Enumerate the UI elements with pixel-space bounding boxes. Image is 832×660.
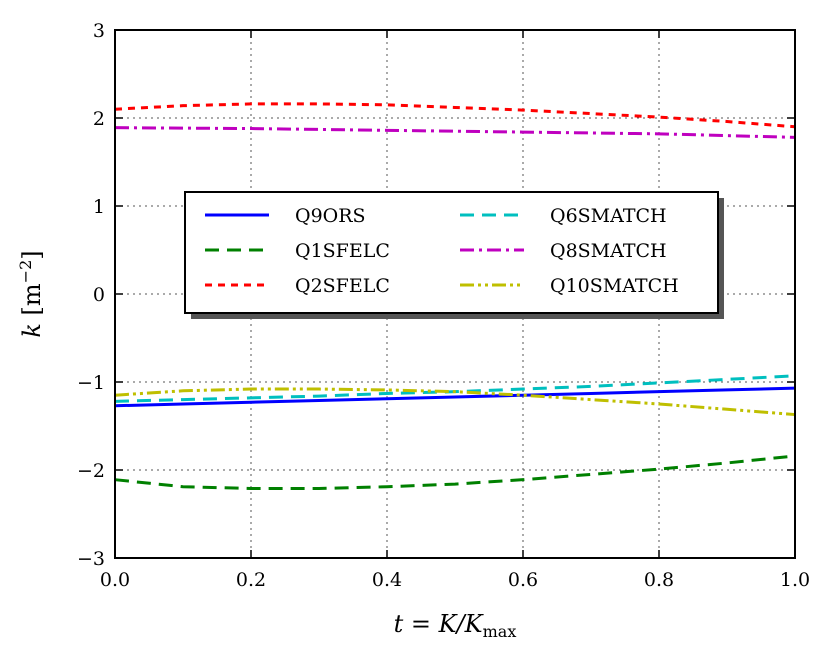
x-axis-label: t = K/Kmax — [394, 610, 517, 641]
series-line-q10smatch — [114, 387, 796, 417]
series-line-q1sfelc — [114, 454, 796, 490]
y-tick-label: −2 — [77, 460, 105, 482]
legend-label: Q9ORS — [295, 205, 366, 227]
legend-label: Q8SMATCH — [550, 240, 667, 262]
x-tick-label: 0.4 — [372, 569, 402, 591]
x-tick-label: 0.8 — [644, 569, 674, 591]
series-line-q2sfelc — [114, 102, 796, 129]
x-tick-label: 0.2 — [236, 569, 266, 591]
series-lines — [114, 102, 796, 490]
x-tick-label: 0.6 — [508, 569, 538, 591]
series-line-q8smatch — [114, 126, 796, 139]
x-tick-label: 1.0 — [780, 569, 810, 591]
y-tick-label: −1 — [77, 372, 105, 394]
legend-label: Q2SFELC — [295, 275, 390, 297]
legend: Q9ORS Q1SFELC Q2SFELC Q6SMATCH Q8SMATCH Q10SM… — [184, 191, 724, 319]
legend-box — [184, 191, 719, 314]
y-tick-label: 2 — [93, 108, 105, 130]
legend-label: Q1SFELC — [295, 240, 390, 262]
y-tick-label: 3 — [93, 20, 105, 42]
y-tick-label: 0 — [93, 284, 105, 306]
y-tick-label: 1 — [93, 196, 105, 218]
x-tick-label: 0.0 — [100, 569, 130, 591]
ticks: 0.0 0.2 0.4 0.6 0.8 1.0 −3 −2 −1 0 1 2 3 — [77, 20, 810, 591]
legend-label: Q6SMATCH — [550, 205, 667, 227]
y-tick-label: −3 — [77, 548, 105, 570]
y-axis-label: k [m−2] — [16, 250, 46, 337]
legend-label: Q10SMATCH — [550, 275, 679, 297]
series-line-q9ors — [114, 386, 796, 408]
